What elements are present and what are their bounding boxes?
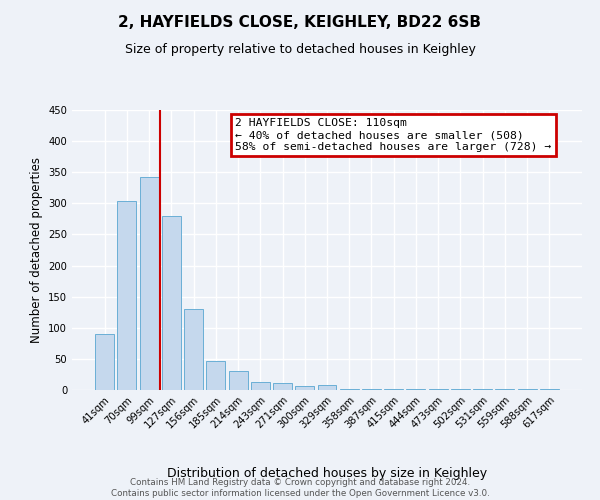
Bar	[140, 177, 158, 390]
Bar	[429, 389, 448, 390]
Bar	[251, 382, 270, 390]
Text: 2, HAYFIELDS CLOSE, KEIGHLEY, BD22 6SB: 2, HAYFIELDS CLOSE, KEIGHLEY, BD22 6SB	[119, 15, 482, 30]
Text: Size of property relative to detached houses in Keighley: Size of property relative to detached ho…	[125, 42, 475, 56]
Text: 2 HAYFIELDS CLOSE: 110sqm
← 40% of detached houses are smaller (508)
58% of semi: 2 HAYFIELDS CLOSE: 110sqm ← 40% of detac…	[235, 118, 551, 152]
Bar	[496, 389, 514, 390]
Y-axis label: Number of detached properties: Number of detached properties	[29, 157, 43, 343]
Bar	[229, 372, 248, 390]
Bar	[162, 216, 181, 390]
Bar	[95, 334, 114, 390]
Bar	[118, 202, 136, 390]
Bar	[384, 389, 403, 390]
Bar	[473, 389, 492, 390]
Bar	[273, 382, 292, 390]
Bar	[518, 389, 536, 390]
Bar	[406, 389, 425, 390]
Bar	[340, 389, 359, 390]
Text: Distribution of detached houses by size in Keighley: Distribution of detached houses by size …	[167, 467, 487, 480]
Bar	[206, 361, 225, 390]
Text: Contains HM Land Registry data © Crown copyright and database right 2024.
Contai: Contains HM Land Registry data © Crown c…	[110, 478, 490, 498]
Bar	[451, 389, 470, 390]
Bar	[362, 389, 381, 390]
Bar	[317, 385, 337, 390]
Bar	[295, 386, 314, 390]
Bar	[184, 309, 203, 390]
Bar	[540, 389, 559, 390]
